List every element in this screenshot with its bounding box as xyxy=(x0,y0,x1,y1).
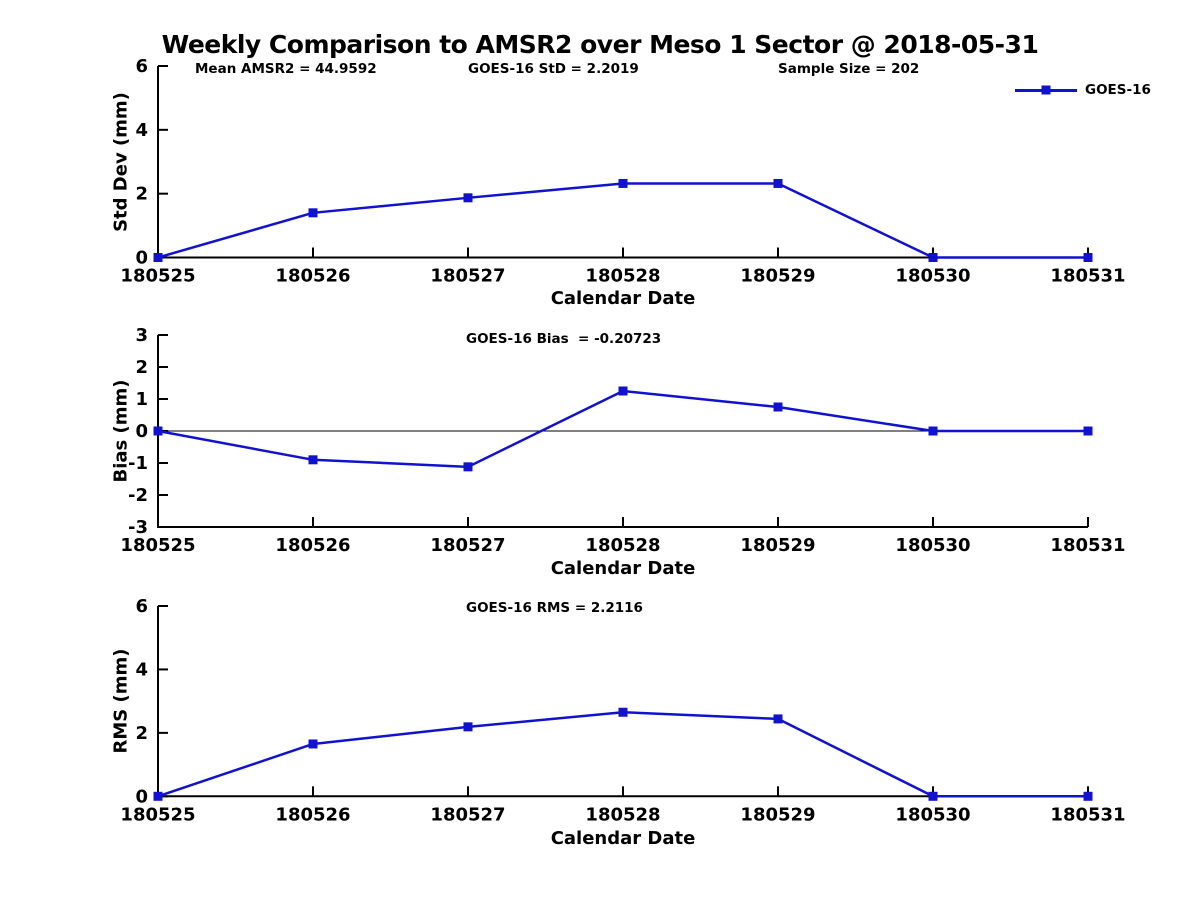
legend: GOES-16 xyxy=(1015,82,1151,98)
x-axis-label-calendar-date-3: Calendar Date xyxy=(550,828,696,849)
y-tick-label: 0 xyxy=(135,786,148,807)
annotation-mean-amsr2: Mean AMSR2 = 44.9592 xyxy=(195,61,377,77)
data-point-marker xyxy=(618,386,628,396)
y-axis-label-rms: RMS (mm) xyxy=(110,648,132,754)
x-tick-label: 180531 xyxy=(1050,266,1125,287)
y-tick-label: 1 xyxy=(135,389,148,410)
data-point-marker xyxy=(928,791,938,801)
y-tick-label: 2 xyxy=(135,723,148,744)
data-point-marker xyxy=(618,707,628,717)
data-point-marker xyxy=(1083,253,1093,262)
data-point-marker xyxy=(618,178,628,188)
x-tick-label: 180526 xyxy=(275,535,350,556)
data-point-marker xyxy=(153,791,163,801)
y-axis-label-std-dev: Std Dev (mm) xyxy=(110,92,132,232)
y-tick-label: -3 xyxy=(128,517,148,538)
annotation-goes16-rms: GOES-16 RMS = 2.2116 xyxy=(466,600,643,616)
data-point-marker xyxy=(153,253,163,262)
y-tick-label: 2 xyxy=(135,184,148,205)
x-tick-label: 180529 xyxy=(740,804,815,825)
series-line-std-dev xyxy=(157,182,1088,259)
data-point-marker xyxy=(928,253,938,262)
x-tick-label: 180531 xyxy=(1050,535,1125,556)
data-point-marker xyxy=(773,714,783,724)
axis-rms xyxy=(157,606,1088,798)
data-point-marker xyxy=(308,739,318,749)
y-tick-label: 0 xyxy=(135,248,148,269)
y-tick-label: -2 xyxy=(128,485,148,506)
x-tick-label: 180527 xyxy=(430,535,505,556)
y-tick-label: 4 xyxy=(135,120,148,141)
data-point-marker xyxy=(1083,791,1093,801)
y-tick-label: 0 xyxy=(135,421,148,442)
annotation-sample-size: Sample Size = 202 xyxy=(778,61,920,77)
x-tick-label: 180529 xyxy=(740,535,815,556)
x-tick-label: 180526 xyxy=(275,266,350,287)
x-tick-label: 180526 xyxy=(275,804,350,825)
legend-square-marker-icon xyxy=(1041,85,1051,95)
x-tick-label: 180531 xyxy=(1050,804,1125,825)
y-tick-label: -1 xyxy=(128,453,148,474)
x-tick-label: 180528 xyxy=(585,804,660,825)
axis-std-dev xyxy=(157,66,1088,259)
chart-title: Weekly Comparison to AMSR2 over Meso 1 S… xyxy=(161,30,1039,59)
x-tick-label: 180525 xyxy=(120,804,195,825)
y-tick-label: 6 xyxy=(135,56,148,77)
y-tick-label: 2 xyxy=(135,357,148,378)
y-tick-label: 6 xyxy=(135,596,148,617)
data-point-marker xyxy=(308,455,318,465)
x-tick-label: 180525 xyxy=(120,535,195,556)
data-point-marker xyxy=(463,193,473,203)
data-point-marker xyxy=(1083,426,1093,436)
x-tick-label: 180530 xyxy=(895,266,970,287)
annotation-goes16-bias: GOES-16 Bias = -0.20723 xyxy=(466,331,662,347)
legend-label: GOES-16 xyxy=(1085,82,1151,98)
data-point-marker xyxy=(308,208,318,218)
data-point-marker xyxy=(773,178,783,188)
x-tick-label: 180528 xyxy=(585,535,660,556)
data-point-marker xyxy=(153,426,163,436)
x-tick-label: 180525 xyxy=(120,266,195,287)
x-tick-label: 180527 xyxy=(430,266,505,287)
annotation-goes16-std: GOES-16 StD = 2.2019 xyxy=(468,61,639,77)
y-axis-label-bias: Bias (mm) xyxy=(110,379,132,483)
legend-line-sample xyxy=(1015,85,1077,95)
series-line-bias xyxy=(157,389,1088,469)
x-axis-label-calendar-date-1: Calendar Date xyxy=(550,288,696,309)
x-axis-label-calendar-date-2: Calendar Date xyxy=(550,558,696,579)
x-tick-label: 180527 xyxy=(430,804,505,825)
data-point-marker xyxy=(928,426,938,436)
x-tick-label: 180530 xyxy=(895,804,970,825)
data-point-marker xyxy=(773,402,783,412)
y-tick-label: 4 xyxy=(135,659,148,680)
data-point-marker xyxy=(463,722,473,732)
x-tick-label: 180528 xyxy=(585,266,660,287)
x-tick-label: 180530 xyxy=(895,535,970,556)
data-point-marker xyxy=(463,462,473,472)
y-tick-label: 3 xyxy=(135,325,148,346)
series-line-rms xyxy=(157,711,1088,798)
x-tick-label: 180529 xyxy=(740,266,815,287)
